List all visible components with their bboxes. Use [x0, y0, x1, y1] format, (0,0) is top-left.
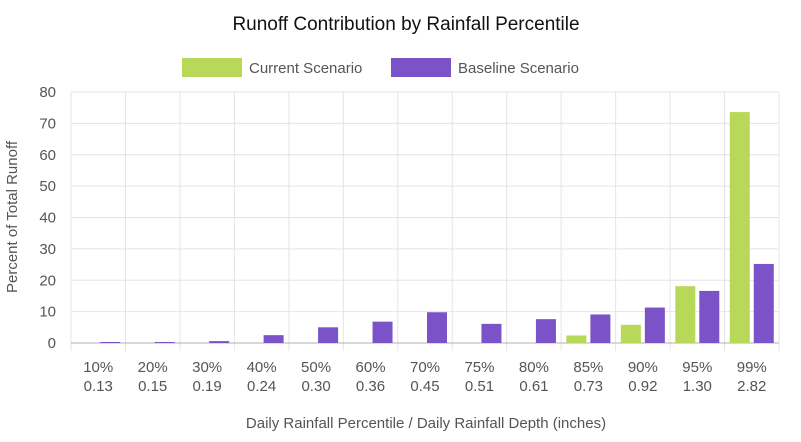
legend-swatch — [391, 58, 451, 77]
legend-label: Current Scenario — [249, 60, 362, 77]
x-tick-percentile: 95% — [682, 359, 712, 376]
legend-label: Baseline Scenario — [458, 60, 579, 77]
x-tick-percentile: 99% — [737, 359, 767, 376]
x-tick-depth: 1.30 — [683, 378, 712, 395]
bar-current — [729, 112, 750, 343]
x-tick-depth: 0.51 — [465, 378, 494, 395]
x-tick-percentile: 85% — [573, 359, 603, 376]
x-tick-depth: 0.92 — [628, 378, 657, 395]
x-tick-depth: 0.30 — [301, 378, 330, 395]
y-tick-label: 40 — [39, 210, 56, 227]
grid-lines — [70, 91, 780, 351]
legend-swatch — [182, 58, 242, 77]
bar-baseline — [590, 314, 611, 343]
bar-baseline — [209, 341, 230, 343]
bar-baseline — [100, 342, 121, 343]
bar-current — [675, 286, 696, 343]
x-tick-depth: 0.45 — [410, 378, 439, 395]
bar-baseline — [481, 323, 502, 343]
chart-title: Runoff Contribution by Rainfall Percenti… — [232, 14, 579, 35]
x-tick-percentile: 90% — [628, 359, 658, 376]
legend: Current Scenario Baseline Scenario — [182, 58, 579, 77]
y-tick-label: 30 — [39, 241, 56, 258]
bar-baseline — [535, 319, 556, 343]
y-axis-ticks: 0 10 20 30 40 50 60 70 80 — [39, 84, 56, 352]
bar-baseline — [644, 307, 665, 343]
x-tick-percentile: 10% — [83, 359, 113, 376]
bar-baseline — [753, 263, 774, 343]
x-tick-depth: 0.13 — [84, 378, 113, 395]
y-tick-label: 70 — [39, 115, 56, 132]
y-axis-label: Percent of Total Runoff — [4, 140, 21, 293]
x-tick-depth: 2.82 — [737, 378, 766, 395]
x-tick-percentile: 75% — [464, 359, 494, 376]
x-tick-depth: 0.36 — [356, 378, 385, 395]
y-tick-label: 60 — [39, 147, 56, 164]
y-tick-label: 20 — [39, 272, 56, 289]
bars — [100, 112, 774, 343]
bar-current — [566, 335, 587, 343]
x-axis-label: Daily Rainfall Percentile / Daily Rainfa… — [246, 415, 606, 432]
x-tick-depth: 0.73 — [574, 378, 603, 395]
y-tick-label: 0 — [48, 335, 56, 352]
bar-baseline — [699, 290, 720, 343]
x-tick-percentile: 80% — [519, 359, 549, 376]
x-tick-depth: 0.24 — [247, 378, 276, 395]
y-tick-label: 50 — [39, 178, 56, 195]
x-tick-depth: 0.15 — [138, 378, 167, 395]
x-axis-ticks: 10% 0.13 20% 0.15 30% 0.19 40% 0.24 50% 0.30 60% 0.… — [83, 359, 767, 395]
x-tick-percentile: 70% — [410, 359, 440, 376]
bar-baseline — [154, 342, 175, 343]
bar-current — [620, 324, 641, 343]
bar-baseline — [372, 321, 393, 343]
x-tick-percentile: 40% — [247, 359, 277, 376]
bar-baseline — [318, 327, 339, 343]
bar-baseline — [427, 312, 447, 343]
x-tick-depth: 0.61 — [519, 378, 548, 395]
x-tick-depth: 0.19 — [193, 378, 222, 395]
bar-baseline — [263, 335, 284, 343]
y-tick-label: 80 — [39, 84, 56, 101]
x-tick-percentile: 60% — [356, 359, 386, 376]
x-tick-percentile: 50% — [301, 359, 331, 376]
y-tick-label: 10 — [39, 304, 56, 321]
x-tick-percentile: 30% — [192, 359, 222, 376]
x-tick-percentile: 20% — [138, 359, 168, 376]
